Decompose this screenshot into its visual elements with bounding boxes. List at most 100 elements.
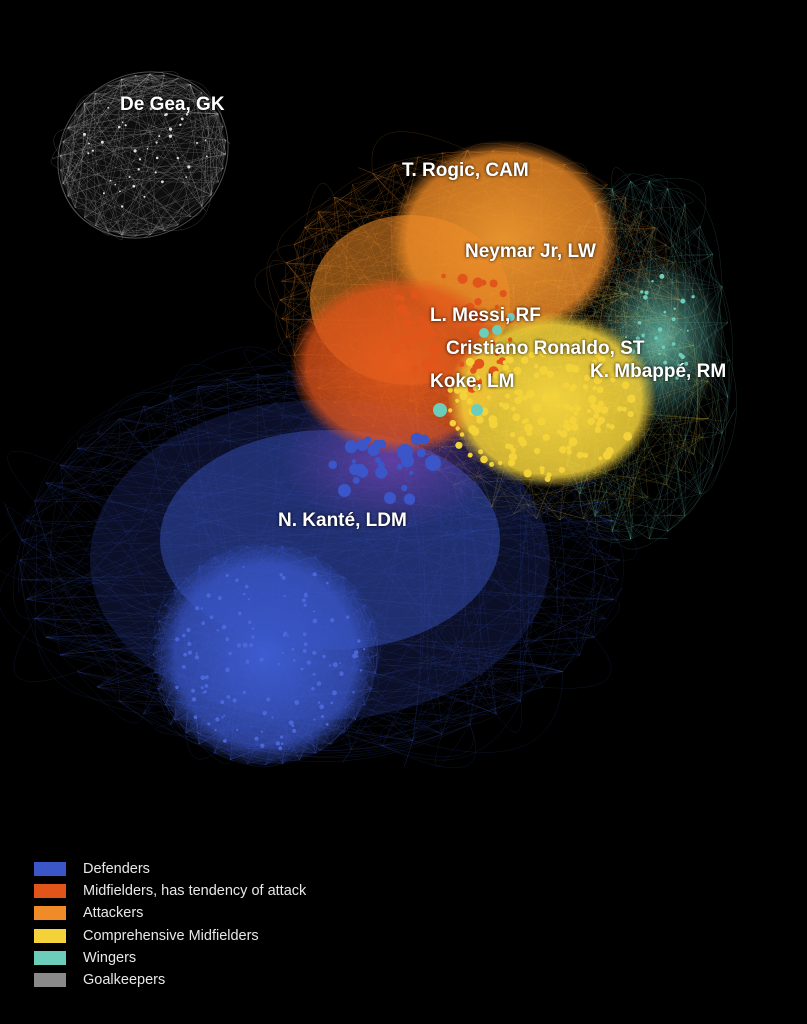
def-node — [281, 651, 284, 655]
wing-node — [657, 327, 663, 332]
cmid-node — [571, 423, 579, 431]
def-node — [396, 463, 403, 470]
edge — [707, 396, 715, 419]
edge — [164, 74, 219, 114]
edge — [471, 496, 584, 519]
edge — [388, 716, 443, 741]
edge — [201, 194, 212, 207]
edge — [50, 432, 98, 656]
edge — [586, 515, 631, 541]
edge — [147, 604, 166, 639]
edge — [562, 520, 614, 672]
edge — [583, 513, 619, 531]
edge — [60, 464, 614, 600]
edge — [121, 78, 211, 103]
edge — [257, 374, 595, 638]
gk-node — [165, 113, 168, 116]
cmid-node — [537, 417, 546, 426]
edge — [83, 103, 151, 235]
edge — [74, 75, 136, 116]
edge — [34, 386, 199, 619]
gk-node — [119, 190, 121, 193]
def-node — [339, 662, 342, 664]
gk-node — [149, 107, 153, 111]
midatk-node — [470, 367, 477, 374]
gk-cluster-shape — [57, 71, 229, 239]
edge — [45, 482, 614, 541]
def-node — [311, 687, 315, 691]
edge — [135, 194, 212, 237]
edge — [26, 482, 595, 536]
wing-node — [670, 366, 675, 371]
edge — [34, 406, 144, 619]
midatk-node — [390, 343, 401, 354]
def-node — [303, 593, 308, 598]
edge — [74, 100, 85, 116]
def-node — [247, 598, 250, 601]
midatk-node — [435, 345, 442, 352]
edge — [95, 225, 137, 238]
edge — [684, 465, 714, 517]
wing-node — [661, 345, 666, 350]
cmid-node — [566, 449, 572, 455]
midatk-node — [427, 342, 439, 353]
edge — [469, 579, 619, 725]
edge — [95, 93, 219, 115]
edge — [351, 686, 543, 750]
edge — [559, 470, 682, 521]
edge — [382, 559, 621, 746]
cmid-node — [455, 426, 460, 431]
edge — [94, 93, 191, 217]
def-node — [251, 627, 255, 630]
edge — [190, 84, 219, 183]
midatk-node — [417, 315, 425, 324]
cmid-node — [533, 447, 541, 455]
gk-node — [185, 176, 188, 179]
edge — [121, 73, 151, 236]
def-node — [202, 691, 205, 694]
cmid-node — [465, 357, 475, 367]
def-node — [225, 637, 230, 642]
def-node — [248, 643, 254, 648]
edge — [145, 672, 166, 706]
edge — [95, 168, 224, 226]
gk-cluster-fill — [59, 73, 227, 237]
def-node — [328, 460, 338, 470]
cmid-node — [492, 371, 501, 379]
edge — [59, 155, 76, 208]
def-node — [195, 652, 198, 655]
label-de-gea: De Gea, GK — [120, 94, 225, 115]
def-node — [338, 484, 351, 497]
midatk-node — [437, 362, 445, 370]
def-node — [228, 651, 232, 656]
gk-node — [132, 184, 136, 188]
edge — [177, 78, 212, 103]
edge — [26, 534, 619, 600]
cmid-node — [598, 400, 604, 407]
midatk-node — [394, 294, 402, 301]
def-node — [187, 641, 192, 646]
label-koke: Koke, LM — [430, 371, 515, 392]
edge — [201, 113, 219, 207]
cmid-node — [587, 417, 595, 426]
wing-node — [677, 363, 681, 367]
edge — [61, 418, 120, 470]
gk-node — [158, 135, 161, 138]
edge — [67, 195, 109, 232]
wing-node — [659, 273, 665, 279]
edge — [60, 418, 120, 466]
cmid-node — [605, 447, 614, 455]
edge — [62, 141, 109, 232]
def-node — [330, 701, 334, 705]
label-mbappe: K. Mbappé, RM — [590, 361, 727, 382]
edge — [108, 224, 179, 232]
edge — [177, 78, 212, 103]
cmid-node — [566, 445, 572, 451]
edge — [158, 688, 200, 745]
cmid-node — [524, 423, 533, 433]
edge — [141, 671, 159, 690]
midatk-node — [462, 306, 472, 315]
def-node — [302, 649, 307, 653]
edge — [62, 166, 224, 184]
edge — [611, 397, 729, 532]
